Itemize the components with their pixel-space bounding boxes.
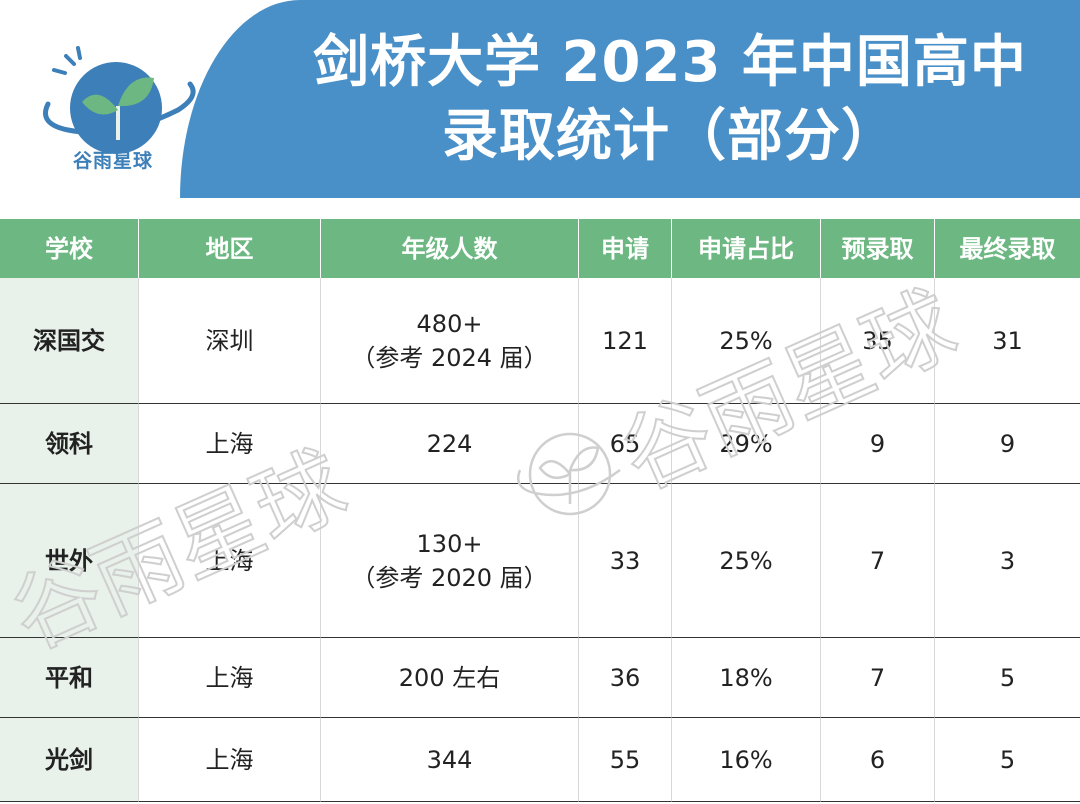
planet-sprout-logo-icon — [43, 46, 196, 154]
grade-main: 200 左右 — [398, 663, 501, 692]
cell-ratio: 16% — [672, 718, 821, 802]
col-header-pre-admit: 预录取 — [821, 219, 935, 278]
cell-pre-admit: 35 — [821, 278, 935, 404]
page-title: 剑桥大学 2023 年中国高中 录取统计（部分） — [260, 26, 1080, 174]
cell-apply: 36 — [579, 638, 672, 718]
col-header-apply-ratio: 申请占比 — [672, 219, 821, 278]
cell-grade-size: 480+ （参考 2024 届） — [321, 278, 579, 404]
cell-ratio: 18% — [672, 638, 821, 718]
cell-final-admit: 9 — [935, 404, 1080, 484]
col-header-region: 地区 — [139, 219, 321, 278]
title-banner — [180, 0, 1080, 198]
col-header-school: 学校 — [0, 219, 139, 278]
cell-region: 上海 — [139, 404, 321, 484]
cell-pre-admit: 7 — [821, 484, 935, 638]
logo-text: 谷雨星球 — [72, 150, 153, 172]
cell-grade-size: 200 左右 — [321, 638, 579, 718]
cell-region: 上海 — [139, 484, 321, 638]
cell-apply: 65 — [579, 404, 672, 484]
grade-note: （参考 2020 届） — [351, 563, 548, 592]
cell-region: 上海 — [139, 718, 321, 802]
table-row: 世外 上海 130+ （参考 2020 届） 33 25% 7 3 — [0, 484, 1080, 638]
cell-pre-admit: 7 — [821, 638, 935, 718]
cell-region: 深圳 — [139, 278, 321, 404]
cell-pre-admit: 6 — [821, 718, 935, 802]
grade-main: 130+ — [416, 529, 483, 558]
cell-apply: 33 — [579, 484, 672, 638]
table-row: 光剑 上海 344 55 16% 6 5 — [0, 718, 1080, 802]
cell-region: 上海 — [139, 638, 321, 718]
col-header-apply: 申请 — [579, 219, 672, 278]
cell-grade-size: 130+ （参考 2020 届） — [321, 484, 579, 638]
col-header-final-admit: 最终录取 — [935, 219, 1080, 278]
table-row: 深国交 深圳 480+ （参考 2024 届） 121 25% 35 31 — [0, 278, 1080, 404]
table-header-row: 学校 地区 年级人数 申请 申请占比 预录取 最终录取 — [0, 219, 1080, 278]
cell-ratio: 25% — [672, 484, 821, 638]
col-header-grade-size: 年级人数 — [321, 219, 579, 278]
title-line-2: 录取统计（部分） — [442, 104, 898, 169]
cell-apply: 121 — [579, 278, 672, 404]
cell-final-admit: 5 — [935, 718, 1080, 802]
cell-school: 深国交 — [0, 278, 139, 404]
admission-table: 学校 地区 年级人数 申请 申请占比 预录取 最终录取 深国交 深圳 480+ … — [0, 219, 1080, 802]
cell-school: 世外 — [0, 484, 139, 638]
cell-school: 光剑 — [0, 718, 139, 802]
header: 剑桥大学 2023 年中国高中 录取统计（部分） 谷雨星球 — [0, 0, 1080, 214]
cell-grade-size: 224 — [321, 404, 579, 484]
cell-ratio: 29% — [672, 404, 821, 484]
grade-note: （参考 2024 届） — [351, 343, 548, 372]
cell-grade-size: 344 — [321, 718, 579, 802]
cell-final-admit: 5 — [935, 638, 1080, 718]
cell-apply: 55 — [579, 718, 672, 802]
cell-pre-admit: 9 — [821, 404, 935, 484]
table-row: 平和 上海 200 左右 36 18% 7 5 — [0, 638, 1080, 718]
cell-ratio: 25% — [672, 278, 821, 404]
grade-main: 224 — [426, 429, 473, 458]
cell-school: 领科 — [0, 404, 139, 484]
cell-final-admit: 3 — [935, 484, 1080, 638]
cell-final-admit: 31 — [935, 278, 1080, 404]
grade-main: 344 — [426, 745, 473, 774]
grade-main: 480+ — [416, 309, 483, 338]
table-row: 领科 上海 224 65 29% 9 9 — [0, 404, 1080, 484]
title-line-1: 剑桥大学 2023 年中国高中 — [313, 30, 1027, 95]
cell-school: 平和 — [0, 638, 139, 718]
